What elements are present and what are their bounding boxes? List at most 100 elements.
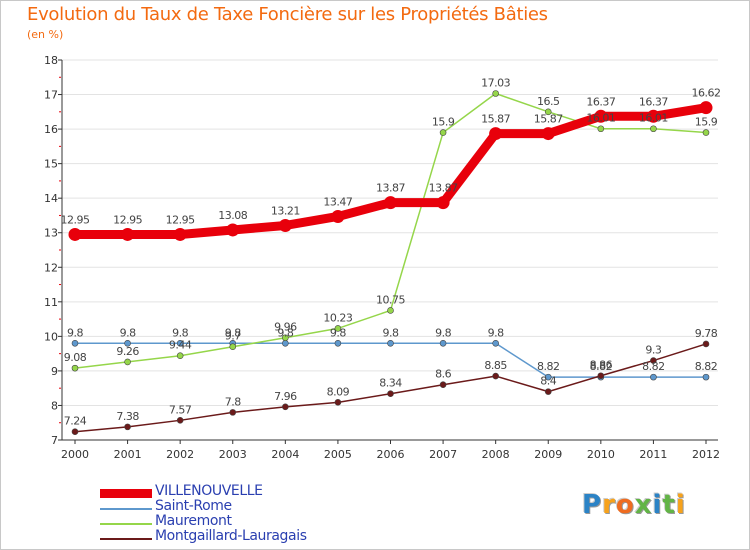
data-label: 10.23: [323, 311, 352, 324]
x-tick-label: 2012: [692, 448, 720, 461]
chart-data-labels: 12.95 12.95 12.95 13.08 13.21 13.47 13.87 13.87…: [61, 77, 722, 428]
data-point: [68, 227, 82, 241]
legend-swatch: [100, 508, 152, 510]
data-label: 16.01: [586, 112, 615, 125]
legend-swatch: [100, 489, 152, 498]
data-label: 7.8: [225, 395, 241, 408]
x-tick-label: 2008: [482, 448, 510, 461]
legend-label: Saint-Rome: [155, 498, 232, 514]
data-label: 10.75: [376, 293, 405, 306]
data-point: [124, 339, 131, 347]
data-label: 15.9: [432, 116, 455, 129]
data-point: [439, 381, 447, 389]
y-tick-label: 18: [44, 54, 58, 67]
y-tick-label: 12: [44, 261, 58, 274]
data-point: [436, 196, 450, 210]
x-tick-label: 2010: [587, 448, 615, 461]
x-tick-label: 2003: [219, 448, 247, 461]
data-point: [439, 339, 447, 347]
data-point: [226, 223, 240, 237]
y-tick-label: 14: [44, 192, 58, 205]
data-label: 16.5: [537, 95, 560, 108]
data-point: [282, 403, 289, 411]
data-point: [387, 339, 394, 347]
data-point: [278, 218, 292, 232]
data-point: [229, 343, 237, 351]
data-label: 9.8: [383, 326, 399, 339]
data-label: 13.87: [376, 182, 405, 195]
data-point: [334, 339, 342, 347]
data-point: [387, 390, 394, 398]
y-tick-label: 8: [51, 399, 58, 412]
data-point: [334, 399, 342, 406]
data-label: 9.8: [225, 326, 241, 339]
data-point: [541, 127, 555, 141]
data-label: 9.08: [64, 351, 87, 364]
data-label: 8.34: [379, 377, 402, 390]
data-label: 13.47: [323, 195, 352, 208]
data-label: 15.9: [695, 116, 718, 129]
legend-label: Mauremont: [155, 513, 232, 529]
data-point: [544, 388, 552, 395]
data-point: [702, 373, 710, 381]
data-point: [331, 209, 345, 223]
data-point: [699, 101, 713, 115]
data-point: [173, 227, 187, 241]
data-label: 9.78: [695, 327, 718, 340]
data-point: [492, 372, 499, 380]
data-point: [597, 372, 605, 380]
chart-unit: (en %): [27, 28, 64, 41]
data-label: 9.7: [225, 330, 241, 343]
data-point: [702, 340, 710, 348]
data-label: 15.87: [481, 113, 510, 126]
data-label: 7.57: [169, 403, 192, 416]
data-label: 9.8: [488, 326, 504, 339]
data-label: 8.6: [435, 368, 451, 381]
data-label: 7.24: [64, 415, 87, 428]
x-tick-label: 2006: [377, 448, 405, 461]
data-point: [282, 334, 289, 342]
data-point: [229, 409, 237, 416]
data-label: 8.82: [695, 360, 718, 373]
data-point: [334, 325, 342, 332]
chart-title: Evolution du Taux de Taxe Foncière sur l…: [27, 4, 548, 25]
data-label: 8.82: [537, 360, 560, 373]
data-point: [439, 129, 447, 136]
data-label: 12.95: [166, 213, 195, 226]
data-label: 9.3: [645, 344, 661, 357]
data-point: [489, 127, 503, 141]
data-point: [387, 307, 394, 314]
data-point: [646, 109, 660, 123]
data-point: [492, 90, 499, 97]
data-label: 16.37: [639, 95, 668, 108]
data-point: [384, 196, 397, 210]
x-tick-label: 2007: [429, 448, 457, 461]
y-tick-label: 9: [51, 365, 58, 378]
data-label: 13.87: [429, 182, 458, 195]
data-point: [594, 109, 608, 123]
legend-label: VILLENOUVELLE: [155, 483, 263, 499]
data-label: 8.4: [540, 375, 556, 388]
data-label: 15.87: [534, 113, 563, 126]
data-point: [282, 339, 289, 347]
chart-series: [68, 90, 713, 436]
data-point: [71, 339, 79, 347]
data-label: 9.8: [120, 326, 136, 339]
data-point: [650, 373, 657, 381]
x-tick-label: 2002: [166, 448, 194, 461]
data-point: [124, 358, 131, 366]
y-tick-label: 16: [44, 123, 58, 136]
data-point: [544, 373, 552, 381]
data-point: [176, 352, 184, 360]
data-label: 9.26: [116, 345, 139, 358]
data-label: 9.8: [330, 326, 346, 339]
data-point: [71, 428, 79, 436]
y-tick-label: 15: [44, 158, 58, 171]
y-tick-label: 10: [44, 330, 58, 343]
data-label: 13.21: [271, 204, 300, 217]
data-label: 7.38: [116, 410, 139, 423]
data-point: [597, 125, 605, 133]
data-point: [650, 125, 657, 133]
